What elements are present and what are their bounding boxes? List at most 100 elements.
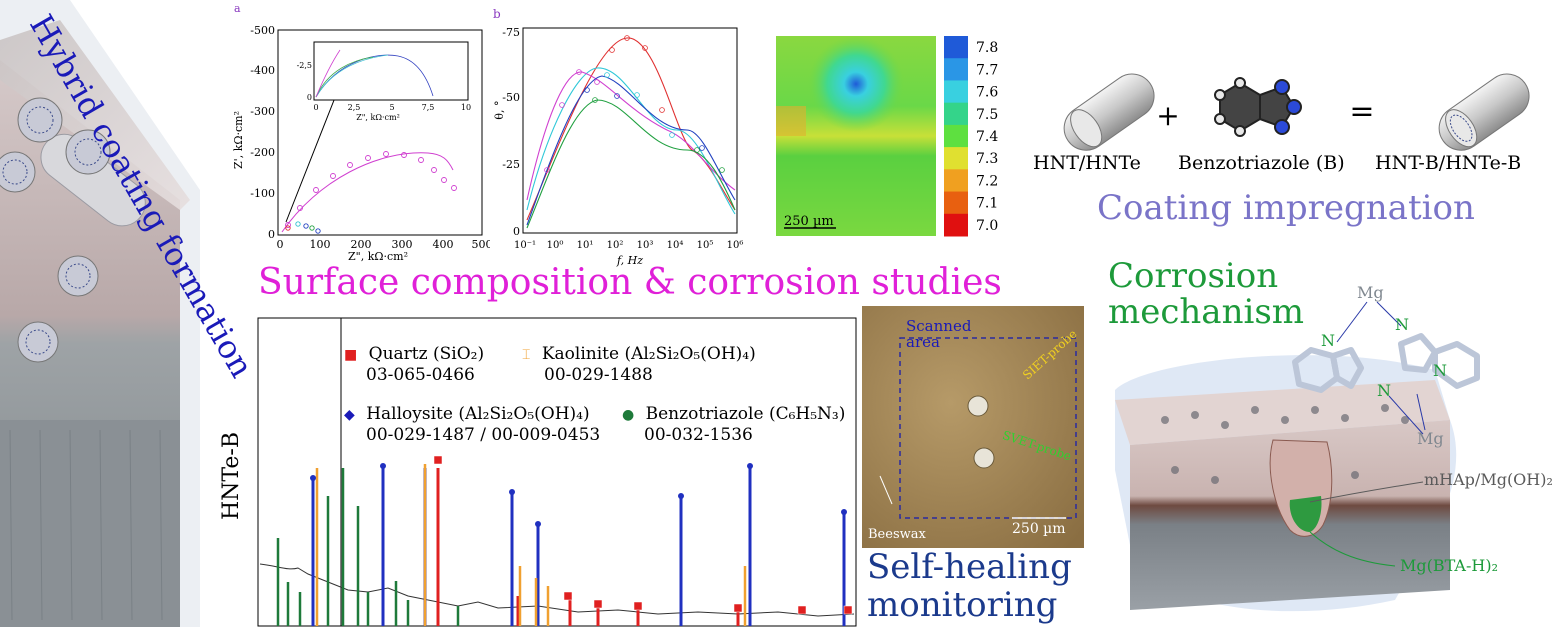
nyquist-points-magenta [285, 151, 457, 228]
mg-top-label: Mg [1357, 283, 1384, 302]
nitrogen-label: N [1377, 381, 1391, 400]
nyquist-ylabel: Z', kΩ·cm² [232, 111, 245, 169]
self-healing-title: Self-healing monitoring [867, 547, 1072, 625]
sample-photo [862, 306, 1084, 548]
nyquist-plot: a -500 -400 -300 -200 -100 0 0 100 200 3… [232, 2, 491, 262]
svg-text:10⁻¹: 10⁻¹ [514, 240, 536, 251]
svg-text:-50: -50 [502, 91, 520, 104]
hnt-tube-icon [1063, 73, 1155, 151]
svet-colorbar: 7.8 7.7 7.6 7.5 7.4 7.3 7.2 7.1 7.0 [944, 36, 998, 237]
colorbar-tick-label: 7.4 [976, 129, 998, 145]
impregnation-diagram: + = [1063, 73, 1530, 151]
svg-text:400: 400 [433, 238, 454, 251]
mg-bottom-label: Mg [1417, 429, 1444, 448]
scanned-area-box [899, 337, 1077, 519]
nitrogen-label: N [1433, 361, 1447, 380]
mechanism-block-top [1115, 380, 1450, 445]
nyquist-xticks: 0 100 200 300 400 500 [277, 238, 491, 251]
xrd-sample-label: HNTe-B [219, 432, 244, 520]
svg-text:0: 0 [307, 93, 312, 102]
bode-xticks: 10⁻¹ 10⁰ 10¹ 10² 10³ 10⁴ 10⁵ 10⁶ [514, 240, 743, 251]
colorbar-tick-label: 7.6 [976, 85, 998, 101]
xrd-peaks-benzotriazole [276, 468, 460, 626]
svg-text:-300: -300 [250, 105, 275, 118]
colorbar-swatch [944, 124, 968, 148]
colorbar-swatch [944, 58, 968, 81]
coating-block-top [0, 20, 190, 210]
svg-text:10⁵: 10⁵ [697, 240, 714, 251]
xrd-pattern: HNTe-B [219, 317, 857, 627]
bta-molecule-right [1398, 333, 1480, 389]
svg-text:0: 0 [268, 228, 275, 241]
xrd-peaks-quartz [436, 468, 740, 626]
nitrogen-label: N [1321, 331, 1335, 350]
colorbar-tick-label: 7.3 [976, 151, 998, 167]
colorbar-swatch [944, 80, 968, 104]
svg-text:10⁴: 10⁴ [667, 240, 684, 251]
benzotriazole-molecule-icon [1214, 77, 1302, 137]
nyquist-xlabel: Z", kΩ·cm² [348, 250, 408, 262]
plus-sign: + [1156, 99, 1179, 132]
xrd-peaks-kaolinite [315, 464, 747, 626]
panel-b-label: b [493, 7, 501, 21]
surface-composition-title: Surface composition & corrosion studies [258, 262, 1002, 303]
svg-text:10⁰: 10⁰ [547, 240, 564, 251]
svg-text:-2,5: -2,5 [297, 61, 312, 70]
bode-phase-plot: b -75 -50 -25 0 10⁻¹ 10⁰ 10¹ 10² 10³ 10⁴… [493, 7, 743, 267]
svg-text:-100: -100 [250, 187, 275, 200]
svet-map: 250 µm 7.8 7.7 7.6 7.5 7.4 7.3 7.2 7.1 7.0 [776, 36, 998, 237]
beeswax-label: Beeswax [868, 527, 926, 542]
svg-text:Z", kΩ·cm²: Z", kΩ·cm² [356, 113, 400, 122]
inset-curves [315, 49, 434, 98]
svg-text:300: 300 [392, 238, 413, 251]
colorbar-swatch [944, 36, 968, 59]
colorbar-tick-label: 7.1 [976, 196, 998, 212]
legend-item-halloysite: ◆ Halloysite (Al₂Si₂O₅(OH)₄) 00-029-1487… [344, 404, 601, 445]
coating-impregnation-title: Coating impregnation [1097, 188, 1475, 228]
scanned-area-label: Scanned area [906, 317, 972, 351]
svg-text:0: 0 [513, 225, 520, 238]
coating-particles [1161, 404, 1409, 484]
colorbar-tick-label: 7.0 [976, 218, 998, 234]
defect-spot [967, 395, 989, 417]
nanotube-group [0, 97, 146, 363]
colorbar-swatch [944, 213, 968, 237]
xrd-legend: ■ Quartz (SiO₂) 03-065-0466 ⌶ Kaolinite … [344, 338, 854, 458]
bode-axes [522, 27, 738, 234]
hybrid-coating-illustration [0, 0, 200, 627]
svg-text:0: 0 [313, 103, 318, 112]
svg-text:10²: 10² [607, 240, 624, 251]
xrd-markers-quartz [433, 455, 853, 615]
inset-arrow [285, 89, 339, 223]
svg-text:2,5: 2,5 [348, 103, 361, 112]
svg-text:200: 200 [351, 238, 372, 251]
panel-a-label: a [234, 2, 241, 15]
svg-text:0: 0 [277, 238, 284, 251]
bode-ylabel: θ, ° [493, 100, 506, 119]
beeswax-arrow [879, 475, 893, 505]
colorbar-swatch [944, 169, 968, 193]
mhap-label: mHAp/Mg(OH)₂ [1424, 470, 1553, 489]
svg-text:100: 100 [310, 238, 331, 251]
svet-scale-label: 250 µm [784, 214, 834, 229]
hnt-b-label: HNT-B/HNTe-B [1375, 152, 1522, 174]
svg-text:-400: -400 [250, 64, 275, 77]
defect-spot [973, 447, 995, 469]
colorbar-swatch [944, 102, 968, 126]
legend-item-benzotriazole: ● Benzotriazole (C₆H₅N₃) 00-032-1536 [622, 404, 846, 445]
svg-text:10¹: 10¹ [577, 240, 594, 251]
bode-xlabel: f, Hz [616, 254, 643, 267]
mgbta-pointer [1309, 531, 1396, 567]
legend-item-kaolinite: ⌶ Kaolinite (Al₂Si₂O₅(OH)₄) 00-029-1488 [522, 344, 756, 385]
mg-coordination-lines [1336, 301, 1426, 435]
colorbar-tick-label: 7.7 [976, 62, 998, 78]
bode-yticks: -75 -50 -25 0 [502, 26, 520, 238]
colorbar-swatch [944, 147, 968, 170]
colorbar-swatch [944, 191, 968, 215]
hnt-label: HNT/HNTe [1033, 152, 1141, 174]
nyquist-yticks: -500 -400 -300 -200 -100 0 [250, 24, 275, 241]
svg-text:500: 500 [472, 238, 491, 251]
svg-text:10: 10 [461, 103, 471, 112]
corrosion-mechanism-title: Corrosion mechanism [1108, 256, 1305, 332]
corrosion-mechanism-illustration: Mg Mg N N N N [1115, 283, 1480, 612]
